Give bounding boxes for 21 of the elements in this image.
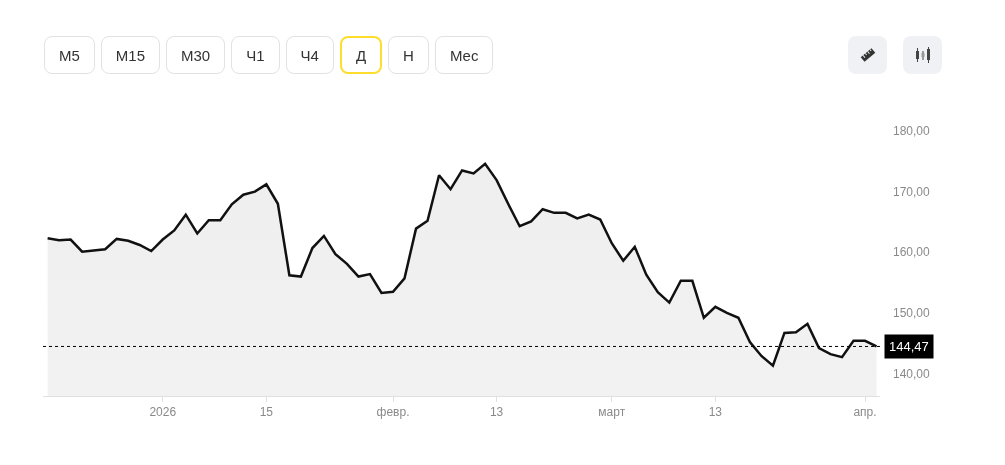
text: M15 <box>100 36 161 74</box>
text: M5 <box>44 36 95 74</box>
text: Д <box>339 36 383 74</box>
ref-line-label: 144,47 <box>889 339 929 354</box>
x-tick-label: апр. <box>853 405 877 420</box>
text: Ч4 <box>285 36 334 74</box>
y-tick-label: 150,00 <box>893 306 931 321</box>
text: Мес <box>434 36 494 74</box>
x-tick-label: 13 <box>708 405 723 420</box>
x-tick-label: февр. <box>376 405 410 420</box>
y-tick-label: 180,00 <box>893 124 931 139</box>
x-tick-label: 2026 <box>149 405 177 420</box>
text: Ч1 <box>231 36 280 74</box>
y-tick-label: 170,00 <box>893 184 931 199</box>
x-tick-label: 13 <box>489 405 504 420</box>
x-tick-label: март <box>598 405 626 420</box>
y-tick-label: 160,00 <box>893 245 931 260</box>
y-tick-label: 140,00 <box>893 366 931 381</box>
x-tick-label: 15 <box>259 405 274 420</box>
text: M30 <box>166 36 226 74</box>
text: Н <box>388 36 429 74</box>
